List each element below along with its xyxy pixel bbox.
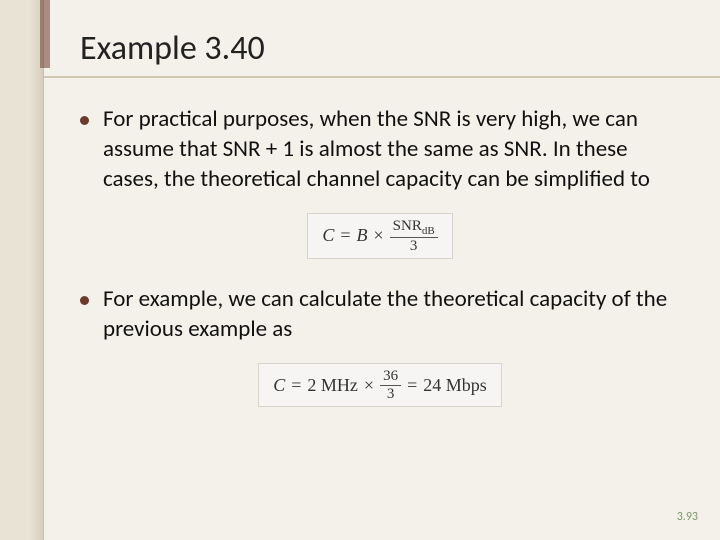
- sidebar-decoration: [0, 0, 44, 540]
- formula-lhs: C: [273, 375, 285, 396]
- bullet-text: For example, we can calculate the theore…: [103, 285, 680, 345]
- formula-box: C = 2 MHz × 36 3 = 24 Mbps: [258, 363, 502, 407]
- body-text: For practical purposes, when the SNR is …: [80, 105, 680, 407]
- fraction: 36 3: [380, 368, 401, 402]
- formula-box: C = B × SNRdB 3: [307, 213, 452, 260]
- snr-sub: dB: [422, 225, 435, 237]
- page-number: 3.93: [677, 510, 698, 524]
- times-sign: ×: [373, 225, 383, 246]
- snr-label: SNR: [393, 218, 422, 234]
- slide-content: Example 3.40 For practical purposes, whe…: [80, 28, 680, 433]
- bullet-text: For practical purposes, when the SNR is …: [103, 105, 680, 195]
- formula-1: C = B × SNRdB 3: [80, 213, 680, 260]
- fraction-denominator: 3: [384, 386, 398, 403]
- formula-result: 24 Mbps: [423, 375, 487, 396]
- formula-2: C = 2 MHz × 36 3 = 24 Mbps: [80, 363, 680, 407]
- bullet-icon: [80, 116, 89, 125]
- bullet-icon: [80, 296, 89, 305]
- formula-value: 2 MHz: [307, 375, 358, 396]
- fraction-numerator: 36: [380, 368, 401, 386]
- bullet-item: For practical purposes, when the SNR is …: [80, 105, 680, 195]
- equals-sign: =: [407, 375, 417, 396]
- fraction-denominator: 3: [407, 238, 421, 255]
- equals-sign: =: [291, 375, 301, 396]
- equals-sign: =: [340, 225, 350, 246]
- fraction-numerator: SNRdB: [390, 218, 438, 238]
- formula-lhs: C: [322, 225, 334, 246]
- formula-B: B: [356, 225, 367, 246]
- accent-block: [40, 0, 50, 68]
- times-sign: ×: [364, 375, 374, 396]
- slide-title: Example 3.40: [80, 28, 680, 69]
- fraction: SNRdB 3: [390, 218, 438, 255]
- bullet-item: For example, we can calculate the theore…: [80, 285, 680, 345]
